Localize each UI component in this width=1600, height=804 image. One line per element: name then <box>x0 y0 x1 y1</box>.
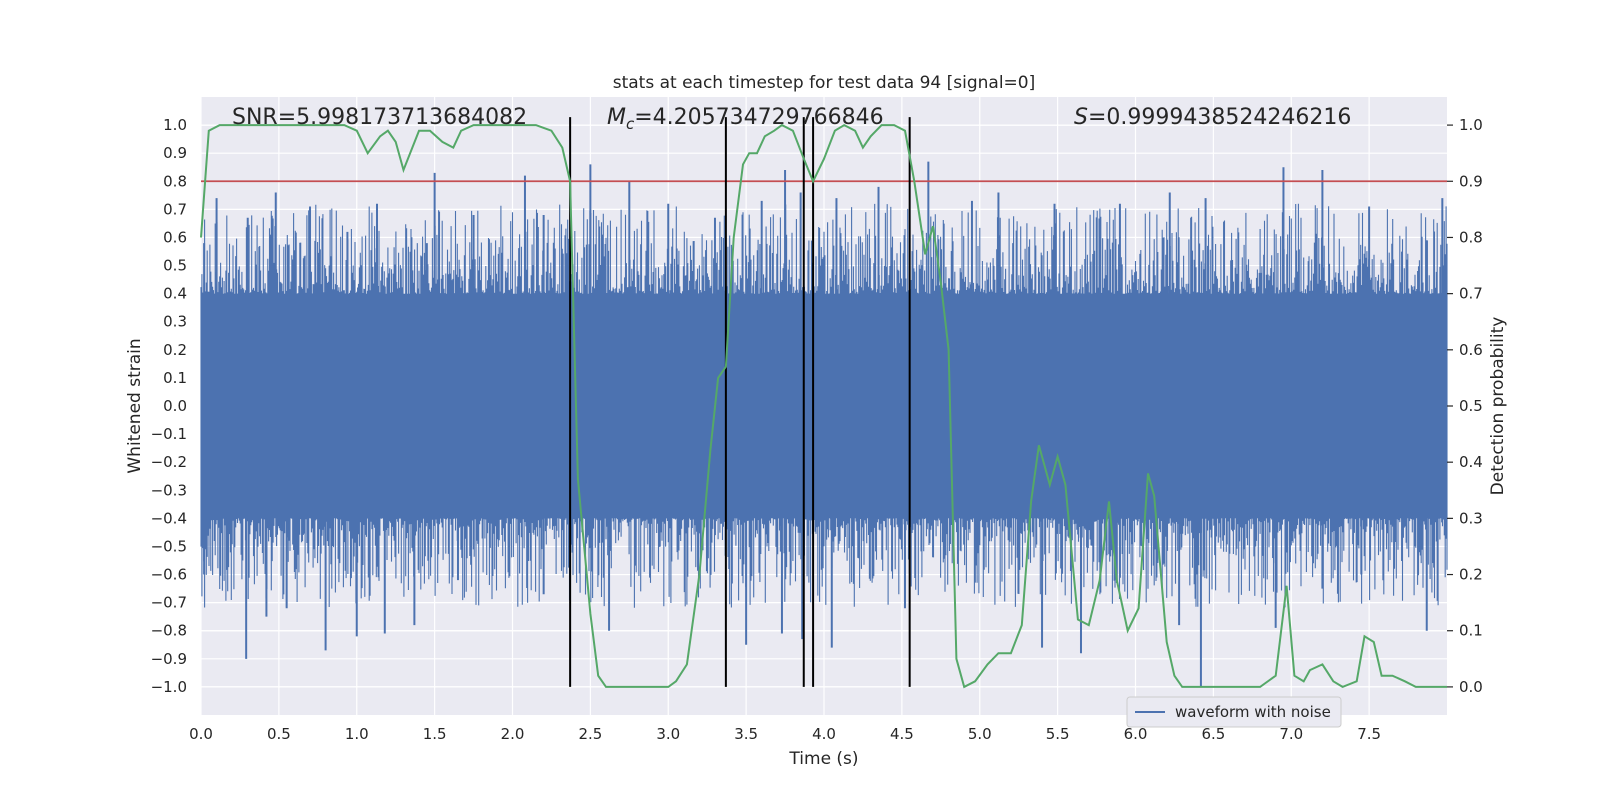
right-y-tick-label: 0.9 <box>1459 172 1483 190</box>
s-symbol: S <box>1074 105 1088 130</box>
x-tick-label: 7.5 <box>1357 725 1381 743</box>
left-y-tick-label: −0.2 <box>151 453 187 471</box>
legend-box <box>1126 696 1342 728</box>
chirp-mass-value: =4.205734729766846 <box>634 105 883 130</box>
right-y-tick-label: 0.5 <box>1459 397 1483 415</box>
right-y-tick-label: 0.0 <box>1459 678 1483 696</box>
left-y-tick-label: 0.4 <box>163 285 187 303</box>
left-y-tick-label: −0.7 <box>151 594 187 612</box>
left-y-tick-label: −0.9 <box>151 650 187 668</box>
legend: waveform with noise <box>1126 696 1342 728</box>
left-y-tick-label: 0.8 <box>163 172 187 190</box>
s-annotation: S=0.9999438524246216 <box>1074 105 1351 130</box>
left-y-tick-label: 0.2 <box>163 341 187 359</box>
x-axis-label: Time (s) <box>788 749 858 769</box>
left-y-tick-label: 0.6 <box>163 228 187 246</box>
x-axis-ticks: 0.0 0.5 1.0 1.5 2.0 2.5 3.0 3.5 4.0 4.5 5.0 5.5 6.0 6… <box>189 725 1381 743</box>
x-tick-label: 0.5 <box>267 725 291 743</box>
left-y-tick-label: 0.3 <box>163 313 187 331</box>
x-tick-label: 5.0 <box>968 725 992 743</box>
x-tick-label: 7.0 <box>1279 725 1303 743</box>
left-y-tick-label: 0.9 <box>163 144 187 162</box>
chart-title: stats at each timestep for test data 94 … <box>613 73 1036 93</box>
right-y-tick-label: 0.6 <box>1459 341 1483 359</box>
legend-label: waveform with noise <box>1175 703 1331 721</box>
left-y-tick-label: 0.5 <box>163 257 187 275</box>
right-y-tick-label: 1.0 <box>1459 116 1483 134</box>
left-y-tick-label: 0.7 <box>163 200 187 218</box>
x-tick-label: 1.5 <box>423 725 447 743</box>
right-y-axis-label: Detection probability <box>1488 317 1508 496</box>
waveform-series <box>200 161 1448 687</box>
x-tick-label: 5.5 <box>1046 725 1070 743</box>
s-value: =0.9999438524246216 <box>1088 105 1351 130</box>
probability-line <box>200 123 1447 689</box>
left-y-axis-ticks: 1.0 0.9 0.8 0.7 0.6 0.5 0.4 0.3 0.2 0.1 0.0 −0.1 −0.… <box>151 116 187 696</box>
left-y-tick-label: −0.5 <box>151 537 187 555</box>
right-y-tick-label: 0.1 <box>1459 622 1483 640</box>
right-y-tick-label: 0.8 <box>1459 228 1483 246</box>
x-tick-label: 1.0 <box>345 725 369 743</box>
left-y-tick-label: 0.1 <box>163 369 187 387</box>
snr-annotation: SNR=5.998173713684082 <box>232 105 527 130</box>
left-y-tick-label: −1.0 <box>151 678 187 696</box>
left-y-axis-label: Whitened strain <box>125 338 145 473</box>
left-y-tick-label: 1.0 <box>163 116 187 134</box>
left-y-tick-label: −0.6 <box>151 566 187 584</box>
chirp-mass-subscript: c <box>626 115 635 133</box>
x-tick-label: 4.0 <box>812 725 836 743</box>
x-tick-label: 4.5 <box>890 725 914 743</box>
chirp-mass-annotation: Mc=4.205734729766846 <box>607 105 884 133</box>
x-tick-label: 6.0 <box>1124 725 1148 743</box>
right-y-tick-label: 0.4 <box>1459 453 1483 471</box>
x-tick-label: 3.0 <box>656 725 680 743</box>
left-y-tick-label: −0.3 <box>151 481 187 499</box>
x-tick-label: 0.0 <box>189 725 213 743</box>
x-tick-label: 2.5 <box>578 725 602 743</box>
x-tick-label: 2.0 <box>501 725 525 743</box>
left-y-tick-label: 0.0 <box>163 397 187 415</box>
chirp-mass-symbol: M <box>607 105 626 130</box>
right-y-tick-label: 0.7 <box>1459 285 1483 303</box>
left-y-tick-label: −0.4 <box>151 509 187 527</box>
detection-probability-series <box>200 123 1447 689</box>
x-tick-label: 6.5 <box>1201 725 1225 743</box>
x-tick-label: 3.5 <box>734 725 758 743</box>
right-y-tick-label: 0.3 <box>1459 509 1483 527</box>
left-y-tick-label: −0.8 <box>151 622 187 640</box>
right-y-axis-ticks: 1.0 0.9 0.8 0.7 0.6 0.5 0.4 0.3 0.2 0.1 0.0 <box>1447 116 1483 696</box>
right-y-tick-label: 0.2 <box>1459 566 1483 584</box>
left-y-tick-label: −0.1 <box>151 425 187 443</box>
